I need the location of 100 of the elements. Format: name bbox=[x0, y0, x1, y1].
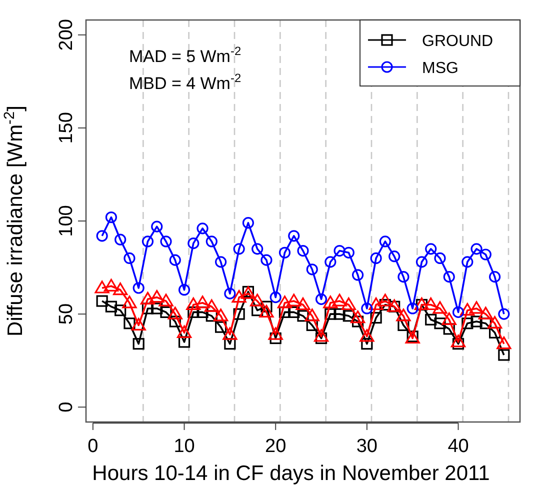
point bbox=[114, 304, 126, 316]
point bbox=[324, 256, 336, 268]
point bbox=[160, 236, 172, 248]
point bbox=[124, 252, 136, 264]
point bbox=[104, 278, 119, 292]
point bbox=[297, 310, 309, 322]
point bbox=[186, 297, 201, 310]
point bbox=[434, 318, 446, 330]
point bbox=[259, 304, 274, 318]
point bbox=[206, 310, 218, 322]
point bbox=[288, 230, 300, 242]
legend-label: GROUND bbox=[422, 33, 494, 50]
point bbox=[462, 256, 474, 268]
point bbox=[370, 252, 382, 264]
x-tick-label: 10 bbox=[174, 436, 195, 457]
point bbox=[140, 292, 156, 304]
point bbox=[178, 284, 190, 296]
point bbox=[206, 236, 218, 248]
point bbox=[142, 302, 154, 314]
point bbox=[222, 327, 238, 340]
point bbox=[168, 306, 182, 320]
point bbox=[442, 312, 456, 325]
point bbox=[288, 306, 300, 318]
point bbox=[250, 294, 265, 306]
point bbox=[122, 296, 137, 308]
y-tick-label: 0 bbox=[56, 402, 77, 412]
point bbox=[352, 269, 364, 281]
point bbox=[224, 288, 236, 300]
point bbox=[268, 327, 283, 340]
annotation: MAD = 5 Wm$^{-2}$ bbox=[128, 44, 242, 66]
point bbox=[478, 306, 493, 320]
point bbox=[215, 256, 227, 268]
point bbox=[132, 282, 144, 294]
x-tick-label: 20 bbox=[265, 436, 286, 457]
point bbox=[480, 318, 492, 330]
point bbox=[341, 297, 356, 310]
point bbox=[470, 243, 482, 255]
point bbox=[286, 294, 302, 306]
y-tick-label: 200 bbox=[56, 19, 77, 51]
point bbox=[188, 238, 200, 250]
point bbox=[306, 264, 318, 276]
x-axis-title: Hours 10-14 in CF days in November 2011 bbox=[92, 462, 490, 485]
point bbox=[215, 321, 227, 333]
point bbox=[443, 271, 455, 283]
point bbox=[176, 325, 192, 338]
point bbox=[105, 211, 118, 224]
point bbox=[160, 306, 172, 318]
point bbox=[113, 282, 128, 296]
point bbox=[425, 243, 437, 255]
point bbox=[204, 299, 219, 312]
point bbox=[342, 246, 354, 258]
point bbox=[178, 336, 190, 348]
point bbox=[195, 296, 210, 308]
point bbox=[96, 295, 108, 307]
point bbox=[297, 244, 309, 257]
point bbox=[396, 308, 411, 322]
point bbox=[232, 290, 246, 303]
point bbox=[105, 300, 118, 312]
point bbox=[314, 329, 329, 342]
point bbox=[334, 244, 346, 257]
point bbox=[242, 217, 254, 229]
point bbox=[304, 308, 320, 322]
legend-label: MSG bbox=[422, 60, 458, 77]
point bbox=[196, 222, 208, 234]
point bbox=[169, 316, 181, 328]
point bbox=[378, 294, 392, 306]
point bbox=[425, 314, 437, 326]
point bbox=[315, 293, 328, 305]
point bbox=[94, 280, 110, 294]
point bbox=[379, 236, 391, 248]
point bbox=[260, 254, 272, 266]
point bbox=[169, 254, 181, 266]
point bbox=[150, 290, 164, 303]
point bbox=[416, 256, 428, 268]
point bbox=[324, 308, 336, 320]
point bbox=[214, 308, 228, 322]
point bbox=[379, 298, 391, 311]
point bbox=[443, 323, 455, 335]
point bbox=[114, 234, 126, 246]
point bbox=[270, 292, 282, 304]
point bbox=[151, 220, 163, 232]
point bbox=[188, 306, 200, 318]
point bbox=[252, 243, 264, 255]
point bbox=[498, 308, 510, 320]
point bbox=[480, 248, 492, 260]
point bbox=[96, 230, 108, 242]
point bbox=[450, 334, 466, 348]
point bbox=[406, 302, 418, 314]
point bbox=[370, 312, 382, 324]
point bbox=[361, 302, 373, 314]
point bbox=[131, 318, 146, 331]
point bbox=[277, 296, 292, 308]
point bbox=[432, 301, 448, 314]
point bbox=[158, 294, 174, 306]
point bbox=[342, 310, 354, 322]
point bbox=[460, 303, 475, 316]
point bbox=[124, 318, 136, 330]
point bbox=[296, 297, 310, 310]
point bbox=[434, 252, 446, 264]
point bbox=[132, 338, 144, 350]
